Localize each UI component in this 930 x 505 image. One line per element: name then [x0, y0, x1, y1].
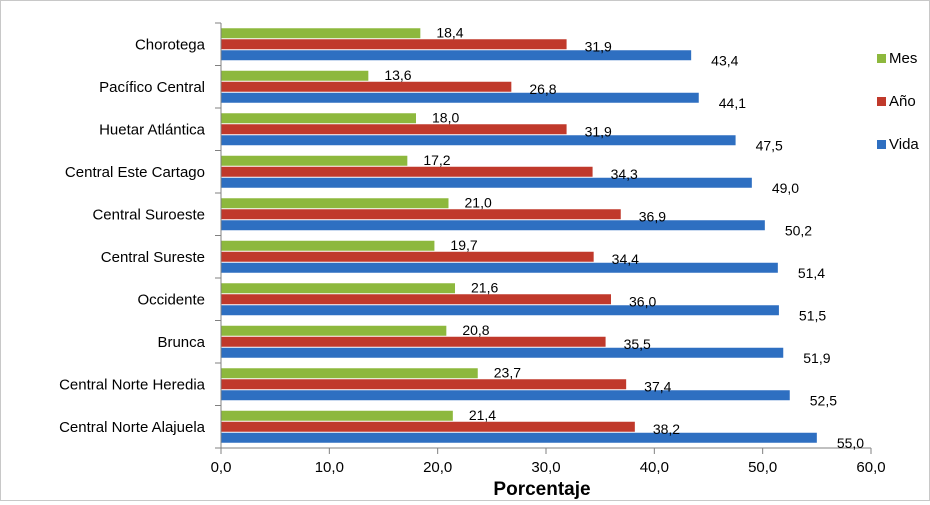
x-axis-title: Porcentaje [493, 479, 590, 500]
data-label-vida-1: 44,1 [719, 95, 746, 111]
bars-layer [221, 28, 817, 443]
data-label-mes-9: 21,4 [469, 407, 496, 423]
x-tick-label-3: 30,0 [531, 459, 560, 476]
bar-mes-1 [221, 70, 369, 81]
legend-swatch-año [877, 97, 886, 106]
data-label-año-7: 35,5 [624, 336, 651, 352]
data-label-año-0: 31,9 [585, 38, 612, 54]
bar-mes-4 [221, 198, 449, 209]
bar-año-7 [221, 336, 606, 347]
data-label-año-9: 38,2 [653, 421, 680, 437]
x-tick-label-2: 20,0 [423, 459, 452, 476]
bar-vida-9 [221, 432, 817, 443]
data-label-vida-9: 55,0 [837, 435, 864, 451]
labels-layer: 18,4 31,9 43,4 13,6 26,8 44,1 18,0 31,9 47,5 17,2… [384, 24, 864, 451]
data-label-año-3: 34,3 [611, 166, 638, 182]
data-label-mes-8: 23,7 [494, 364, 521, 380]
axes-layer: Chorotega Pacífico Central Huetar Atlántic… [59, 22, 886, 476]
legend-label-vida: Vida [889, 136, 919, 153]
legend-label-año: Año [889, 93, 916, 110]
x-tick-label-1: 10,0 [315, 459, 344, 476]
bar-año-2 [221, 124, 567, 135]
bar-año-4 [221, 209, 621, 220]
bar-mes-5 [221, 240, 435, 251]
data-label-vida-4: 50,2 [785, 222, 812, 238]
data-label-vida-8: 52,5 [810, 392, 837, 408]
category-label-2: Huetar Atlántica [99, 121, 206, 138]
data-label-mes-7: 20,8 [462, 322, 489, 338]
bar-vida-8 [221, 390, 790, 401]
data-label-vida-0: 43,4 [711, 52, 738, 68]
category-label-7: Brunca [157, 334, 205, 351]
data-label-año-5: 34,4 [612, 251, 639, 267]
bar-vida-0 [221, 50, 692, 61]
bar-vida-6 [221, 305, 779, 316]
data-label-año-2: 31,9 [585, 123, 612, 139]
data-label-vida-5: 51,4 [798, 265, 825, 281]
x-tick-label-5: 50,0 [748, 459, 777, 476]
bar-año-8 [221, 379, 627, 390]
bar-año-0 [221, 39, 567, 50]
bar-vida-1 [221, 92, 699, 103]
bar-mes-3 [221, 155, 408, 166]
category-label-9: Central Norte Alajuela [59, 419, 206, 436]
legend-swatch-vida [877, 140, 886, 149]
data-label-mes-0: 18,4 [436, 24, 463, 40]
bar-mes-6 [221, 283, 455, 294]
data-label-año-1: 26,8 [529, 81, 556, 97]
data-label-vida-7: 51,9 [803, 350, 830, 366]
bar-vida-4 [221, 220, 765, 231]
data-label-mes-4: 21,0 [465, 194, 492, 210]
category-label-3: Central Este Cartago [65, 164, 205, 181]
category-label-8: Central Norte Heredia [59, 376, 206, 393]
data-label-vida-2: 47,5 [756, 137, 783, 153]
x-tick-label-6: 60,0 [856, 459, 885, 476]
data-label-mes-3: 17,2 [423, 152, 450, 168]
bar-vida-5 [221, 262, 778, 273]
bar-año-9 [221, 421, 635, 432]
legend-label-mes: Mes [889, 50, 917, 67]
data-label-año-6: 36,0 [629, 293, 656, 309]
bar-mes-2 [221, 113, 416, 124]
bar-vida-7 [221, 347, 784, 358]
bar-año-5 [221, 251, 594, 262]
data-label-año-4: 36,9 [639, 208, 666, 224]
bar-mes-8 [221, 368, 478, 379]
legend-swatch-mes [877, 54, 886, 63]
data-label-mes-5: 19,7 [450, 237, 477, 253]
category-label-5: Central Sureste [101, 249, 205, 266]
category-label-0: Chorotega [135, 36, 206, 53]
data-label-año-8: 37,4 [644, 378, 671, 394]
category-label-4: Central Suroeste [92, 206, 205, 223]
bar-año-6 [221, 294, 611, 305]
x-tick-label-4: 40,0 [640, 459, 669, 476]
bar-mes-0 [221, 28, 421, 39]
category-label-1: Pacífico Central [99, 79, 205, 96]
data-label-vida-3: 49,0 [772, 180, 799, 196]
bar-vida-2 [221, 135, 736, 146]
bar-año-1 [221, 81, 512, 92]
x-tick-label-0: 0,0 [211, 459, 232, 476]
bar-mes-7 [221, 325, 447, 336]
data-label-mes-6: 21,6 [471, 279, 498, 295]
legend: Mes Año Vida [877, 50, 919, 153]
bar-mes-9 [221, 410, 453, 421]
data-label-vida-6: 51,5 [799, 307, 826, 323]
category-label-6: Occidente [137, 291, 205, 308]
bar-año-3 [221, 166, 593, 177]
data-label-mes-1: 13,6 [384, 67, 411, 83]
data-label-mes-2: 18,0 [432, 109, 459, 125]
bar-vida-3 [221, 177, 752, 188]
